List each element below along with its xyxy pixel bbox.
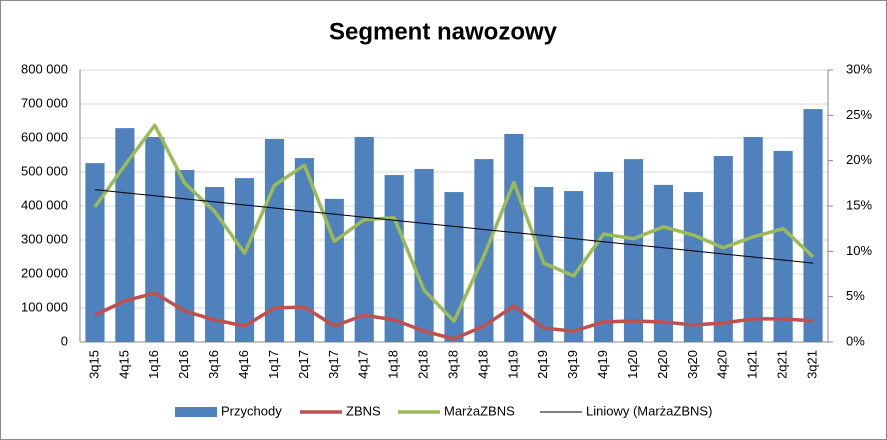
bar bbox=[803, 109, 823, 342]
y-tick-label: 700 000 bbox=[21, 95, 68, 110]
x-tick-label: 1q18 bbox=[386, 350, 401, 379]
x-tick-label: 1q17 bbox=[266, 350, 281, 379]
bar bbox=[384, 175, 404, 342]
x-tick-label: 3q21 bbox=[804, 350, 819, 379]
bar bbox=[414, 168, 434, 342]
bar bbox=[474, 159, 494, 342]
y-tick-label: 400 000 bbox=[21, 197, 68, 212]
y2-tick-label: 25% bbox=[846, 107, 872, 122]
x-tick-label: 2q19 bbox=[535, 350, 550, 379]
bar bbox=[594, 172, 614, 342]
x-tick-label: 3q18 bbox=[445, 350, 460, 379]
y-tick-label: 600 000 bbox=[21, 129, 68, 144]
x-tick-label: 3q15 bbox=[86, 350, 101, 379]
x-tick-label: 2q17 bbox=[296, 350, 311, 379]
y-tick-label: 500 000 bbox=[21, 163, 68, 178]
y-tick-label: 800 000 bbox=[21, 61, 68, 76]
x-tick-label: 2q21 bbox=[775, 350, 790, 379]
y2-tick-label: 5% bbox=[846, 288, 865, 303]
bar bbox=[85, 163, 105, 342]
y2-tick-label: 10% bbox=[846, 243, 872, 258]
bar bbox=[444, 192, 464, 342]
legend-label: Przychody bbox=[221, 403, 282, 418]
legend-swatch bbox=[175, 407, 217, 417]
bar bbox=[234, 178, 255, 342]
x-tick-label: 3q17 bbox=[326, 350, 341, 379]
line-series bbox=[94, 189, 814, 264]
x-tick-label: 3q16 bbox=[206, 350, 221, 379]
bar bbox=[294, 158, 314, 342]
x-tick-label: 1q21 bbox=[745, 350, 760, 379]
bar bbox=[653, 184, 674, 342]
y2-tick-label: 0% bbox=[846, 333, 865, 348]
y2-tick-label: 20% bbox=[846, 152, 872, 167]
x-tick-label: 2q20 bbox=[655, 350, 670, 379]
x-tick-label: 1q19 bbox=[505, 350, 520, 379]
x-tick-label: 3q19 bbox=[565, 350, 580, 379]
x-tick-label: 1q20 bbox=[625, 350, 640, 379]
legend-label: ZBNS bbox=[346, 403, 381, 418]
y2-tick-label: 30% bbox=[846, 61, 872, 76]
x-tick-label: 4q15 bbox=[116, 350, 131, 379]
bar bbox=[683, 192, 703, 342]
line-series bbox=[94, 291, 814, 341]
y2-tick-label: 15% bbox=[846, 197, 872, 212]
bar bbox=[564, 191, 584, 342]
bar bbox=[623, 159, 644, 342]
legend-label: Liniowy (MarżaZBNS) bbox=[586, 403, 712, 418]
line-series bbox=[93, 123, 815, 323]
x-tick-label: 4q18 bbox=[475, 350, 490, 379]
x-tick-label: 4q19 bbox=[595, 350, 610, 379]
x-tick-label: 4q17 bbox=[356, 350, 371, 379]
bar bbox=[175, 169, 195, 342]
x-tick-label: 3q20 bbox=[685, 350, 700, 379]
legend-label: MarżaZBNS bbox=[444, 403, 515, 418]
x-tick-label: 1q16 bbox=[146, 350, 161, 379]
chart-title: Segment nawozowy bbox=[329, 18, 558, 45]
bar bbox=[504, 133, 524, 342]
bar bbox=[773, 150, 793, 342]
bar bbox=[354, 136, 374, 342]
y-tick-label: 200 000 bbox=[21, 265, 68, 280]
bar bbox=[324, 198, 344, 342]
x-tick-label: 4q20 bbox=[715, 350, 730, 379]
x-tick-label: 2q18 bbox=[416, 350, 431, 379]
y-tick-label: 300 000 bbox=[21, 231, 68, 246]
bar bbox=[205, 186, 225, 342]
bar bbox=[264, 139, 285, 342]
x-tick-label: 2q16 bbox=[176, 350, 191, 379]
bar bbox=[145, 136, 165, 342]
bar bbox=[743, 136, 763, 342]
x-tick-label: 4q16 bbox=[236, 350, 251, 379]
bar bbox=[115, 128, 135, 342]
y-tick-label: 100 000 bbox=[21, 299, 68, 314]
y-tick-label: 0 bbox=[61, 333, 68, 348]
